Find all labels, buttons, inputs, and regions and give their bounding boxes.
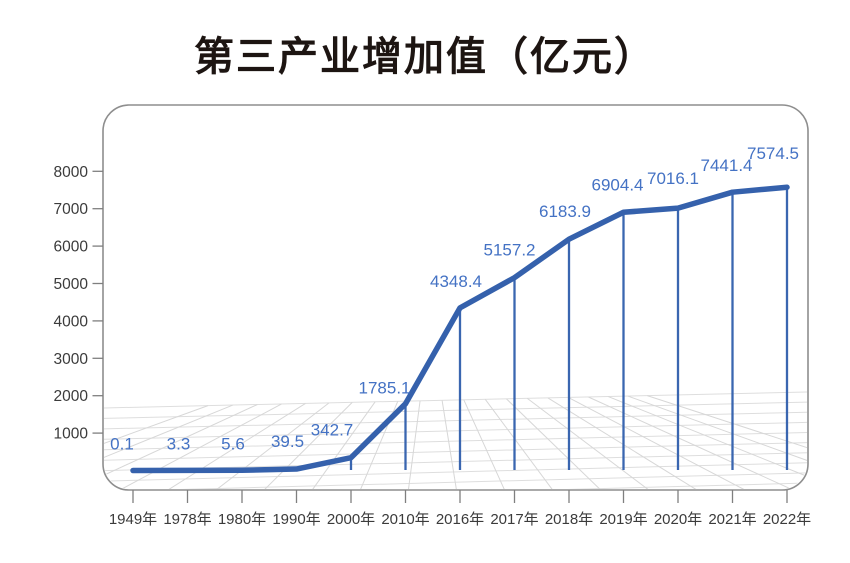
floor-depth-line <box>527 397 679 489</box>
floor-depth-line <box>241 401 353 489</box>
floor-depth-line <box>104 403 282 489</box>
data-label: 7574.5 <box>747 144 799 163</box>
data-label: 0.1 <box>110 434 134 453</box>
x-axis-tick-label: 2021年 <box>708 511 756 528</box>
floor-row-line <box>104 431 807 451</box>
y-axis-tick-label: 6000 <box>54 239 89 256</box>
floor-row-line <box>104 462 807 482</box>
x-axis-tick-label: 1980年 <box>218 511 266 528</box>
y-axis-tick-label: 2000 <box>54 388 89 405</box>
floor-depth-line <box>647 395 807 489</box>
floor-row-line <box>104 391 807 409</box>
series-line <box>130 184 790 474</box>
x-axis-tick-label: 2019年 <box>599 511 647 528</box>
data-label: 7441.4 <box>701 156 753 175</box>
data-label: 5.6 <box>221 434 245 453</box>
floor-depth-line <box>132 402 306 489</box>
data-label: 5157.2 <box>484 241 536 260</box>
floor-depth-line <box>463 399 515 489</box>
x-axis-tick-label: 2022年 <box>763 511 811 528</box>
chart-title: 第三产业增加值（亿元） <box>194 33 656 80</box>
x-axis-tick-label: 2018年 <box>545 511 593 528</box>
x-axis-tick-label: 2000年 <box>327 511 375 528</box>
data-label: 3.3 <box>167 434 191 453</box>
data-label: 6904.4 <box>592 175 644 194</box>
data-label: 1785.1 <box>359 379 411 398</box>
x-axis: 1949年 1978年 1980年 1990年 2000年 2010年 2016年 2017年… <box>109 490 811 528</box>
x-axis-tick-label: 1949年 <box>109 511 157 528</box>
x-axis-tick-label: 2020年 <box>654 511 702 528</box>
y-axis-tick-label: 4000 <box>54 313 89 330</box>
floor-depth-line <box>104 405 209 489</box>
floor-depth-line <box>296 401 376 489</box>
floor-depth-line <box>608 396 807 489</box>
floor-depth-line <box>405 400 421 489</box>
x-axis-tick-label: 1990年 <box>272 511 320 528</box>
floor-row-line <box>104 421 807 440</box>
x-axis-tick-label: 2016年 <box>436 511 484 528</box>
floor-row-line <box>104 411 807 430</box>
floor-depth-line <box>187 402 330 489</box>
data-label: 39.5 <box>271 432 304 451</box>
floor-depth-line <box>547 397 733 489</box>
y-axis-tick-label: 5000 <box>54 276 89 293</box>
y-axis: 1000 2000 3000 4000 5000 6000 7000 8000 <box>54 164 103 443</box>
floor-depth-line <box>441 400 461 489</box>
x-axis-tick-label: 1978年 <box>163 511 211 528</box>
y-axis-tick-label: 8000 <box>54 164 89 181</box>
x-axis-tick-label: 2017年 <box>490 511 538 528</box>
floor-depth-line <box>588 396 807 489</box>
floor-depth-line <box>104 404 258 489</box>
floor-row-line <box>104 401 807 419</box>
y-axis-tick-label: 3000 <box>54 351 89 368</box>
data-label: 6183.9 <box>539 202 591 221</box>
y-axis-tick-label: 7000 <box>54 201 89 218</box>
data-label: 342.7 <box>311 421 354 440</box>
plot-panel-border <box>102 104 809 491</box>
floor-depth-line <box>506 398 624 489</box>
floor-row-line <box>104 442 807 461</box>
data-label: 4348.4 <box>430 272 482 291</box>
y-axis-tick-label: 1000 <box>54 426 89 443</box>
floor-depth-line <box>104 404 234 489</box>
x-axis-tick-label: 2010年 <box>381 511 429 528</box>
drop-lines <box>349 189 789 470</box>
floor-depth-line <box>484 399 570 489</box>
data-label: 7016.1 <box>647 169 699 188</box>
floor-depth-line <box>627 395 807 489</box>
